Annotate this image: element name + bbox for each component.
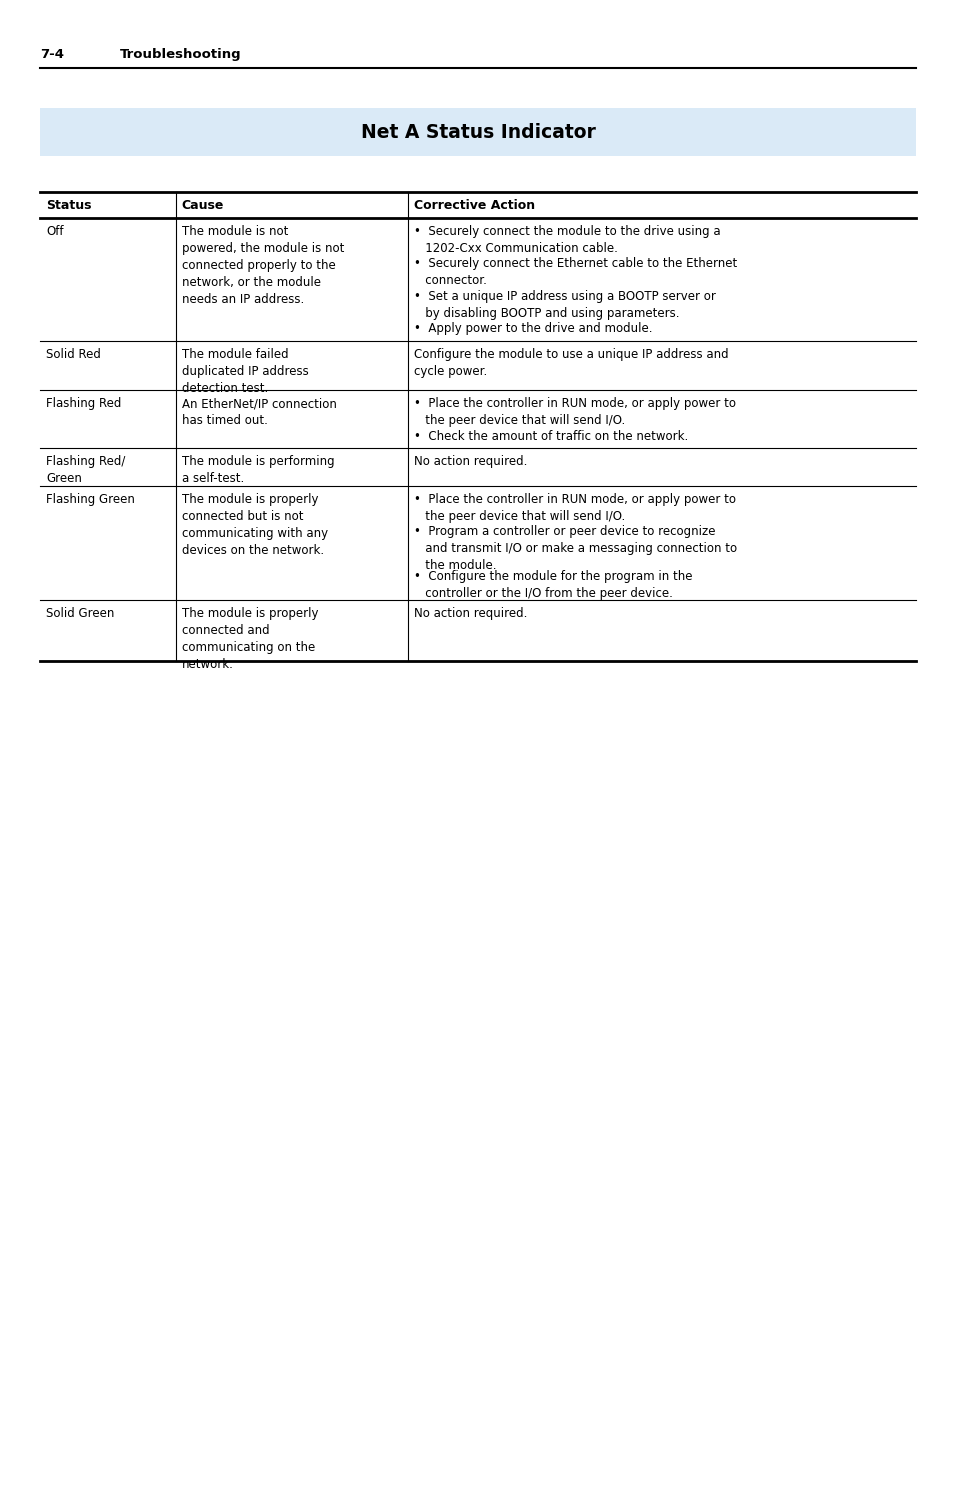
Text: 7-4: 7-4 bbox=[40, 48, 64, 61]
Text: The module is properly
connected but is not
communicating with any
devices on th: The module is properly connected but is … bbox=[182, 494, 328, 558]
Text: Troubleshooting: Troubleshooting bbox=[120, 48, 241, 61]
Text: Flashing Red: Flashing Red bbox=[46, 397, 121, 410]
Text: An EtherNet/IP connection
has timed out.: An EtherNet/IP connection has timed out. bbox=[182, 397, 336, 427]
Text: Solid Green: Solid Green bbox=[46, 607, 114, 620]
Text: •  Place the controller in RUN mode, or apply power to
   the peer device that w: • Place the controller in RUN mode, or a… bbox=[414, 397, 735, 427]
Text: The module is properly
connected and
communicating on the
network.: The module is properly connected and com… bbox=[182, 607, 318, 671]
Text: The module is performing
a self-test.: The module is performing a self-test. bbox=[182, 455, 335, 485]
Text: •  Set a unique IP address using a BOOTP server or
   by disabling BOOTP and usi: • Set a unique IP address using a BOOTP … bbox=[414, 290, 715, 320]
Text: Configure the module to use a unique IP address and
cycle power.: Configure the module to use a unique IP … bbox=[414, 348, 728, 378]
Text: Net A Status Indicator: Net A Status Indicator bbox=[360, 122, 595, 141]
Text: No action required.: No action required. bbox=[414, 455, 527, 468]
Text: Solid Red: Solid Red bbox=[46, 348, 101, 361]
Text: Flashing Green: Flashing Green bbox=[46, 494, 134, 506]
Text: •  Configure the module for the program in the
   controller or the I/O from the: • Configure the module for the program i… bbox=[414, 570, 692, 599]
Text: Corrective Action: Corrective Action bbox=[414, 199, 535, 213]
FancyBboxPatch shape bbox=[40, 109, 915, 156]
Text: •  Securely connect the Ethernet cable to the Ethernet
   connector.: • Securely connect the Ethernet cable to… bbox=[414, 257, 737, 287]
Text: •  Check the amount of traffic on the network.: • Check the amount of traffic on the net… bbox=[414, 430, 687, 443]
Text: •  Securely connect the module to the drive using a
   1202-Cxx Communication ca: • Securely connect the module to the dri… bbox=[414, 225, 720, 254]
Text: •  Place the controller in RUN mode, or apply power to
   the peer device that w: • Place the controller in RUN mode, or a… bbox=[414, 494, 735, 523]
Text: •  Program a controller or peer device to recognize
   and transmit I/O or make : • Program a controller or peer device to… bbox=[414, 525, 737, 572]
Text: Status: Status bbox=[46, 199, 91, 213]
Text: The module failed
duplicated IP address
detection test.: The module failed duplicated IP address … bbox=[182, 348, 308, 396]
Text: The module is not
powered, the module is not
connected properly to the
network, : The module is not powered, the module is… bbox=[182, 225, 344, 306]
Text: No action required.: No action required. bbox=[414, 607, 527, 620]
Text: Flashing Red/
Green: Flashing Red/ Green bbox=[46, 455, 125, 485]
Text: Off: Off bbox=[46, 225, 64, 238]
Text: Cause: Cause bbox=[182, 199, 224, 213]
Text: •  Apply power to the drive and module.: • Apply power to the drive and module. bbox=[414, 323, 652, 336]
